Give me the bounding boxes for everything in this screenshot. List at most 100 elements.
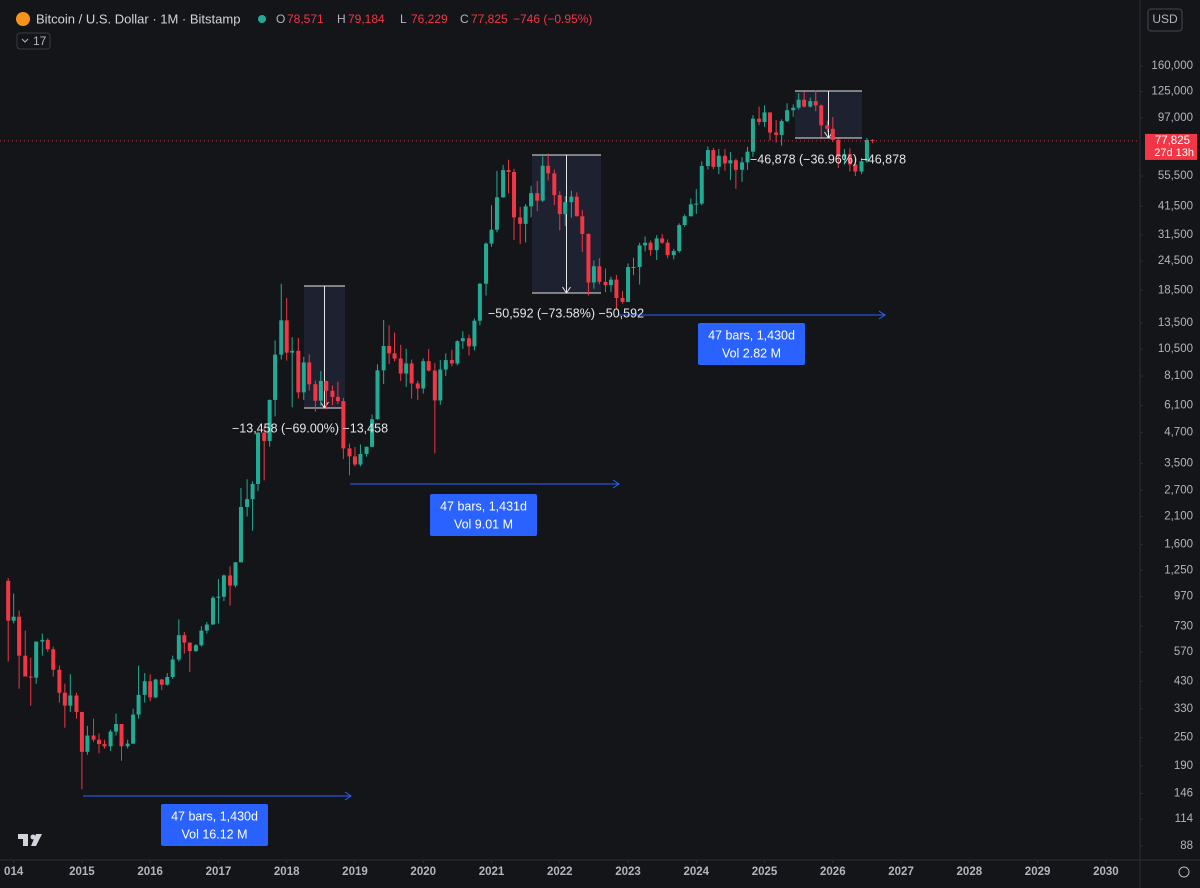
candle-body xyxy=(45,639,50,650)
candle-body xyxy=(233,562,238,586)
x-tick-label: 2027 xyxy=(888,866,914,878)
candle-body xyxy=(654,238,659,251)
last-price-label: 77,825 xyxy=(1155,135,1190,147)
symbol-title[interactable]: Bitcoin / U.S. Dollar · 1M · Bitstamp xyxy=(36,11,240,26)
candle-body xyxy=(603,281,608,286)
candle-body xyxy=(324,380,329,391)
candles xyxy=(6,90,875,790)
candle-body xyxy=(136,694,141,715)
candle-body xyxy=(79,711,84,752)
candle-body xyxy=(802,99,807,107)
date-range-arrowhead xyxy=(878,310,886,320)
y-tick-label: 114 xyxy=(1175,813,1194,825)
candle-body xyxy=(740,162,745,170)
candle-body xyxy=(341,401,346,449)
date-range-vol: Vol 2.82 M xyxy=(722,346,781,360)
candle-body xyxy=(750,118,755,152)
x-tick-label: 2017 xyxy=(206,866,232,878)
candle-body xyxy=(228,575,233,586)
currency-button[interactable] xyxy=(1147,8,1183,32)
measure-label: −50,592 (−73.58%) −50,592 xyxy=(488,306,644,320)
y-tick-label: 1,600 xyxy=(1164,539,1193,551)
y-tick-label: 18,500 xyxy=(1158,284,1193,296)
candle-body xyxy=(836,139,841,157)
y-tick-label: 2,100 xyxy=(1164,510,1193,522)
candle-body xyxy=(62,692,67,706)
candle-body xyxy=(262,432,267,441)
candle-body xyxy=(563,202,568,215)
candle-body xyxy=(648,242,653,251)
candle-body xyxy=(148,681,153,698)
candle-body xyxy=(472,320,477,347)
date-range-vol: Vol 16.12 M xyxy=(181,827,247,841)
candle-body xyxy=(608,279,613,286)
y-tick-label: 730 xyxy=(1174,620,1193,632)
currency-label[interactable]: USD xyxy=(1152,12,1178,26)
candle-body xyxy=(6,580,11,621)
candle-body xyxy=(853,164,858,172)
candle-body xyxy=(114,723,119,732)
candle-body xyxy=(796,99,801,108)
candle-body xyxy=(529,193,534,207)
candle-body xyxy=(23,655,28,677)
candle-body xyxy=(375,370,380,420)
candle-body xyxy=(40,639,45,642)
y-tick-label: 13,500 xyxy=(1158,317,1193,329)
candle-body xyxy=(364,446,369,454)
change: −746 (−0.95%) xyxy=(513,12,592,26)
candle-body xyxy=(557,195,562,215)
indicator-chevron xyxy=(21,38,29,43)
x-tick-label: 014 xyxy=(4,866,24,878)
candle-body xyxy=(68,695,73,706)
x-tick-label: 2023 xyxy=(615,866,641,878)
candle-body xyxy=(705,150,710,167)
y-tick-label: 41,500 xyxy=(1158,200,1193,212)
candle-body xyxy=(535,193,540,201)
candle-body xyxy=(569,196,574,203)
candle-body xyxy=(398,358,403,374)
y-tick-label: 97,000 xyxy=(1158,112,1193,124)
candle-body xyxy=(85,735,90,752)
candle-body xyxy=(762,112,767,122)
candle-body xyxy=(17,616,22,656)
candle-body xyxy=(614,279,619,299)
candle-body xyxy=(96,739,101,745)
x-tick-label: 2019 xyxy=(342,866,368,878)
candle-body xyxy=(682,216,687,226)
candle-body xyxy=(267,399,272,441)
candle-body xyxy=(347,448,352,457)
candle-body xyxy=(626,267,631,302)
date-range-box xyxy=(698,323,805,365)
symbol-icon[interactable] xyxy=(16,12,30,26)
ohlc-label: C xyxy=(460,12,469,26)
candle-body xyxy=(518,217,523,224)
candle-body xyxy=(699,166,704,204)
candle-body xyxy=(842,154,847,157)
candle-body xyxy=(381,346,386,371)
candle-body xyxy=(199,630,204,646)
candle-body xyxy=(307,362,312,385)
y-tick-label: 31,500 xyxy=(1158,229,1193,241)
candle-body xyxy=(284,320,289,353)
date-range-arrowhead xyxy=(612,479,620,489)
date-range-box xyxy=(430,494,537,536)
candle-body xyxy=(506,170,511,172)
candle-body xyxy=(864,139,869,162)
indicator-count[interactable]: 17 xyxy=(33,34,47,48)
y-tick-label: 430 xyxy=(1174,675,1193,687)
x-tick-label: 2021 xyxy=(479,866,505,878)
candle-body xyxy=(586,233,591,283)
candle-body xyxy=(489,229,494,244)
candle-body xyxy=(688,204,693,217)
settings-icon[interactable] xyxy=(1178,866,1190,878)
indicator-box[interactable] xyxy=(16,32,51,50)
y-tick-label: 146 xyxy=(1174,788,1193,800)
candle-body xyxy=(159,679,164,685)
tv-logo[interactable] xyxy=(18,834,42,846)
candle-body xyxy=(728,160,733,164)
x-tick-label: 2024 xyxy=(683,866,709,878)
annotations xyxy=(83,90,886,846)
candle-body xyxy=(597,266,602,282)
candle-body xyxy=(859,161,864,172)
date-range-arrowhead xyxy=(344,791,352,801)
